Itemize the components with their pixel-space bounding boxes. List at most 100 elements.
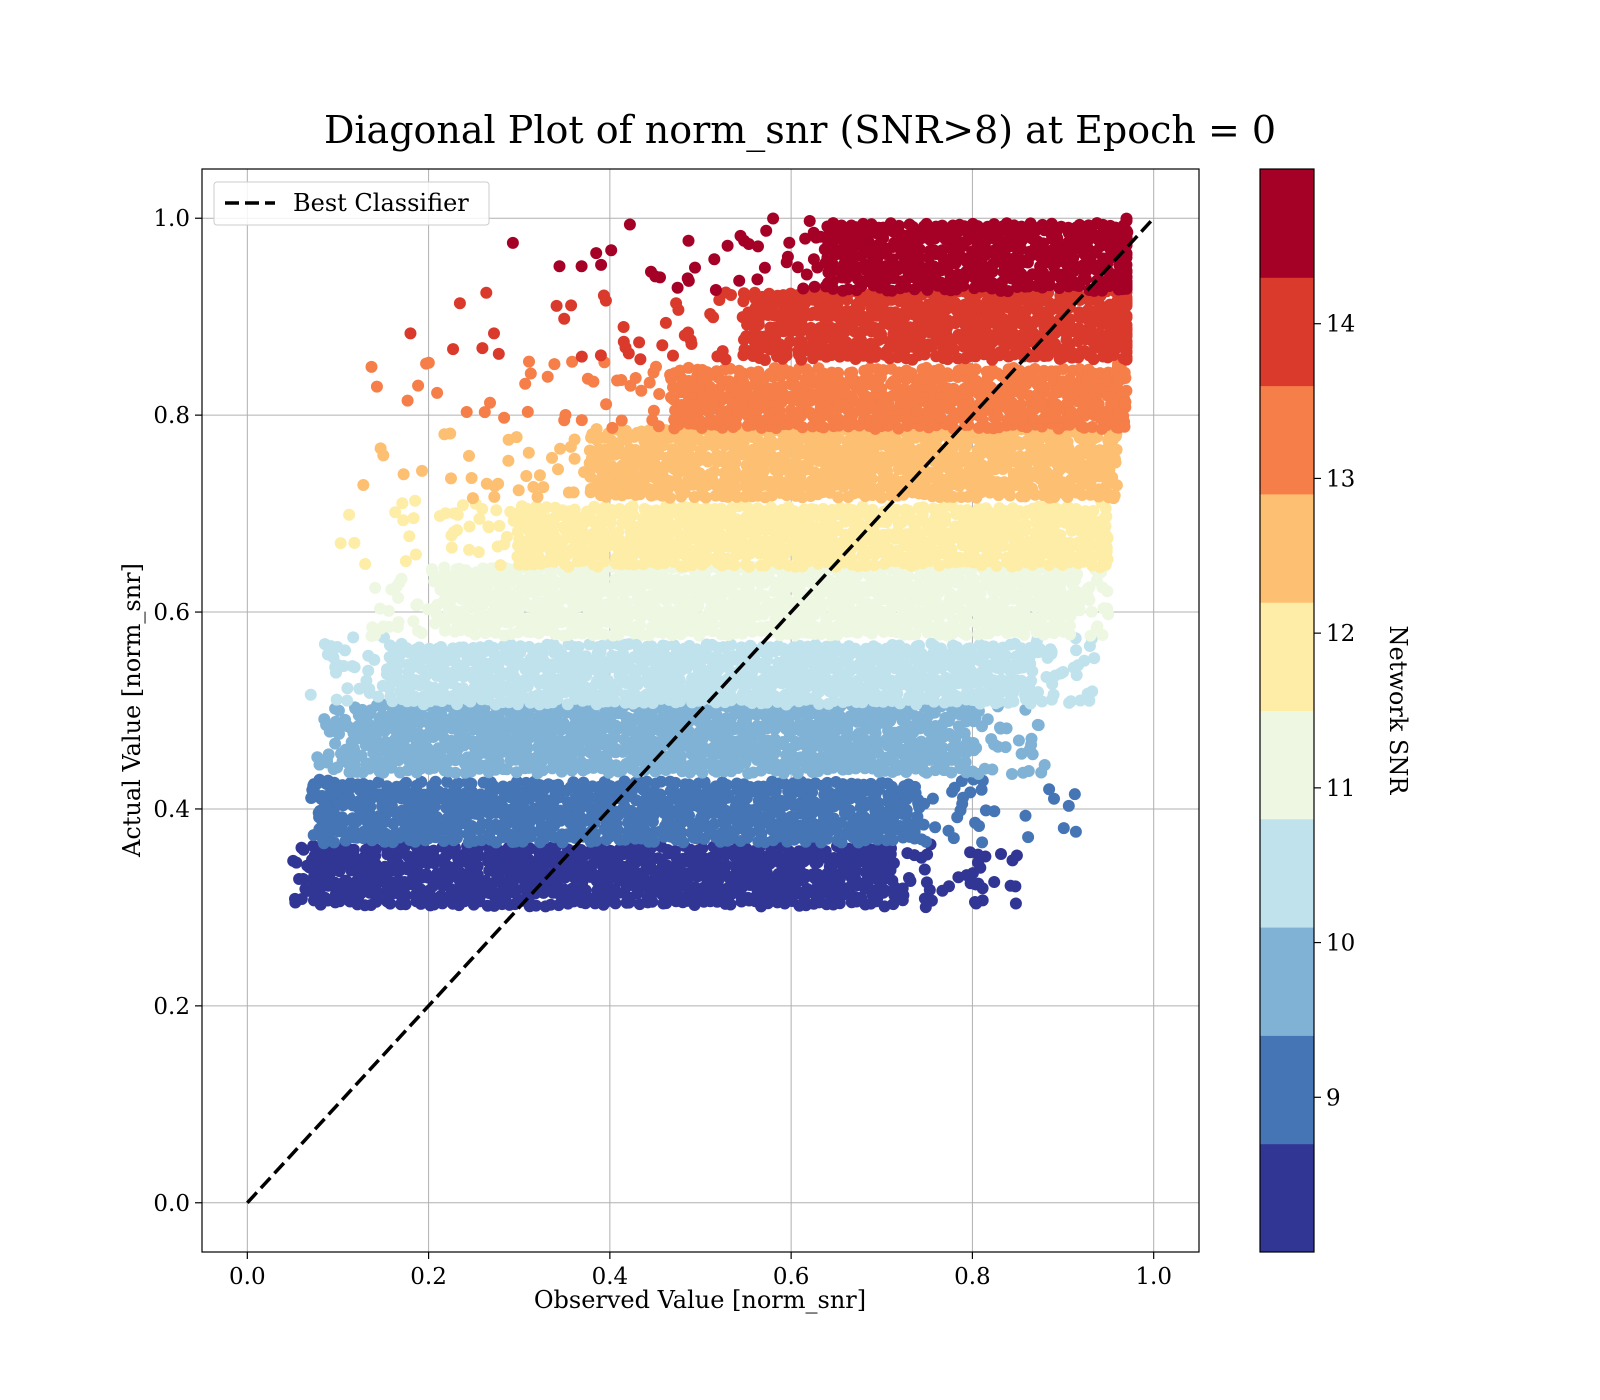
scatter-point (1017, 766, 1030, 779)
scatter-point (554, 804, 567, 817)
scatter-point (915, 735, 928, 748)
scatter-point (946, 589, 959, 602)
scatter-point (609, 719, 622, 732)
scatter-point (846, 605, 858, 617)
scatter-point (808, 620, 821, 633)
scatter-point (625, 804, 638, 817)
scatter-point (429, 617, 442, 630)
scatter-point (773, 579, 786, 592)
scatter-point (610, 759, 623, 772)
scatter-point (456, 682, 469, 695)
scatter-point (493, 519, 506, 532)
scatter-point (383, 651, 396, 663)
scatter-point (979, 850, 992, 863)
scatter-point (964, 642, 977, 655)
scatter-point (574, 843, 587, 856)
scatter-point (920, 876, 933, 889)
scatter-point (369, 858, 382, 871)
scatter-point (975, 783, 988, 796)
scatter-point (384, 897, 397, 910)
scatter-point (954, 804, 967, 817)
scatter-point (871, 642, 883, 655)
scatter-point (550, 709, 563, 721)
scatter-point (396, 497, 409, 510)
scatter-point (675, 750, 687, 763)
scatter-point (618, 775, 631, 788)
scatter-point (987, 640, 1000, 653)
scatter-point (568, 503, 581, 516)
scatter-point (435, 889, 448, 902)
band-snr-10.45 (318, 631, 1101, 711)
scatter-point (414, 759, 427, 772)
scatter-point (439, 507, 452, 520)
scatter-point (1032, 500, 1045, 513)
scatter-point (945, 543, 958, 556)
scatter-point (969, 711, 982, 724)
scatter-point (309, 883, 322, 896)
scatter-point (973, 820, 985, 832)
scatter-point (551, 642, 564, 655)
scatter-point (646, 710, 659, 723)
scatter-point (395, 572, 408, 585)
scatter-point (340, 874, 353, 887)
scatter-point (998, 476, 1011, 489)
scatter-point (609, 897, 622, 910)
scatter-point (613, 503, 626, 515)
scatter-point (630, 674, 643, 687)
scatter-point (1026, 748, 1039, 761)
scatter-point (471, 860, 484, 873)
scatter-point (1087, 505, 1100, 517)
scatter-point (875, 491, 888, 504)
scatter-point (428, 575, 441, 588)
scatter-point (409, 548, 422, 561)
scatter-point (1069, 825, 1082, 838)
scatter-point (401, 658, 414, 671)
scatter-point (627, 605, 640, 618)
scatter-point (604, 780, 617, 793)
scatter-point (552, 778, 565, 791)
scatter-point (732, 703, 745, 716)
scatter-point (379, 827, 392, 840)
scatter-point (1033, 573, 1046, 586)
scatter-point (1082, 582, 1094, 595)
scatter-point (654, 735, 667, 748)
scatter-point (580, 681, 593, 694)
scatter-point (861, 597, 873, 610)
scatter-point (691, 787, 704, 800)
scatter-point (450, 507, 462, 520)
scatter-point (669, 776, 682, 789)
scatter-point (827, 812, 840, 825)
scatter-point (329, 715, 342, 728)
scatter-point (725, 690, 738, 703)
scatter-points (287, 212, 1134, 914)
scatter-point (730, 513, 743, 526)
scatter-point (700, 502, 713, 515)
scatter-point (577, 776, 590, 789)
scatter-point (520, 502, 533, 515)
scatter-point (381, 780, 394, 793)
scatter-point (1004, 489, 1016, 502)
scatter-point (336, 811, 348, 824)
scatter-point (858, 820, 871, 833)
scatter-point (663, 536, 676, 548)
scatter-point (628, 558, 641, 571)
scatter-point (310, 777, 323, 790)
scatter-point (880, 733, 892, 746)
scatter-point (976, 836, 989, 849)
scatter-point (474, 788, 487, 801)
scatter-point (715, 502, 728, 515)
scatter-point (463, 543, 476, 556)
scatter-point (421, 603, 434, 616)
scatter-point (978, 762, 991, 775)
scatter-point (758, 792, 771, 805)
scatter-point (918, 863, 931, 876)
scatter-point (989, 528, 1002, 541)
scatter-point (1020, 458, 1033, 471)
scatter-point (690, 757, 703, 770)
scatter-point (913, 639, 925, 652)
scatter-point (1035, 537, 1048, 549)
scatter-point (900, 718, 913, 731)
scatter-point (369, 843, 382, 856)
scatter-point (725, 638, 738, 651)
scatter-point (322, 779, 335, 791)
